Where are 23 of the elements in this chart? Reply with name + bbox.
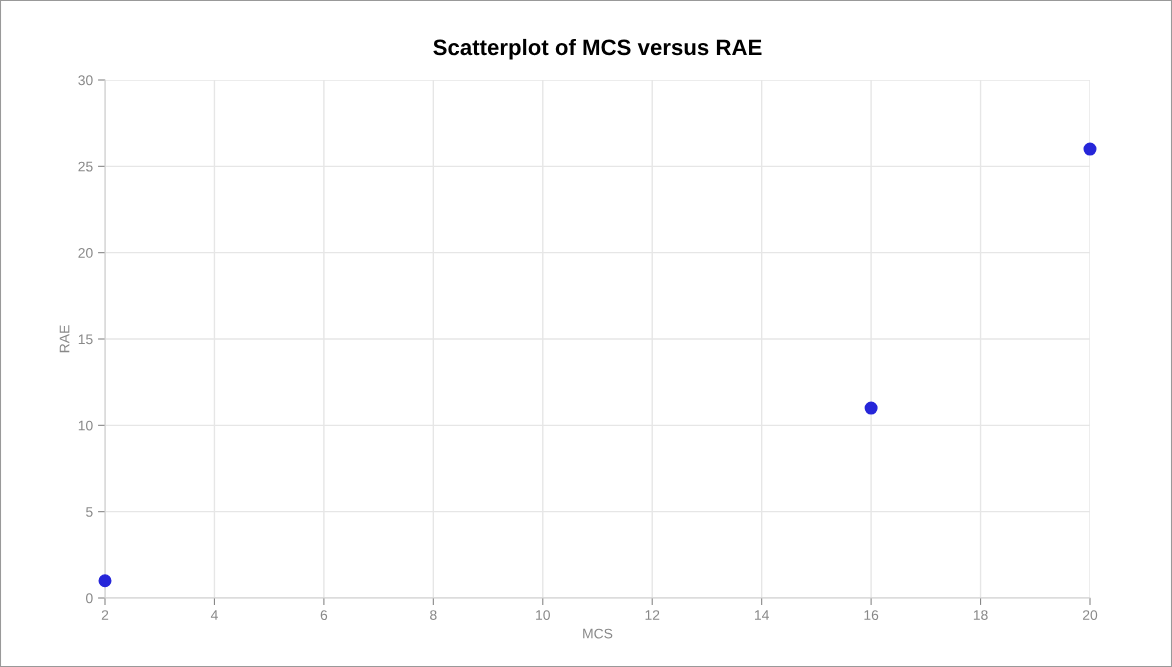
- x-tick-label: 12: [645, 610, 660, 620]
- y-tick-label: 20: [78, 248, 93, 258]
- x-tick-label: 20: [1082, 610, 1098, 621]
- x-axis-title: MCS: [583, 628, 613, 639]
- x-tick-label: 6: [320, 610, 328, 621]
- x-tick-label: 16: [864, 610, 879, 621]
- point: [1083, 142, 1097, 156]
- y-tick-label: 0: [86, 593, 93, 604]
- y-tick-label: 25: [78, 161, 93, 172]
- y-tick-label: 15: [78, 334, 93, 345]
- x-tick-label: 14: [755, 610, 769, 620]
- point: [98, 574, 112, 588]
- chart-title: Scatterplot of MCS versus RAE: [433, 38, 762, 60]
- point: [864, 401, 878, 415]
- y-tick-label: 5: [86, 507, 93, 517]
- y-axis-title: RAE: [59, 325, 70, 353]
- x-tick-label: 8: [430, 610, 437, 621]
- x-tick-label: 2: [101, 610, 109, 620]
- x-tick-label: 18: [973, 610, 988, 621]
- y-tick-label: 10: [78, 420, 93, 431]
- x-tick-label: 10: [536, 610, 550, 621]
- y-tick-label: 30: [78, 75, 93, 86]
- x-tick-label: 4: [210, 610, 218, 620]
